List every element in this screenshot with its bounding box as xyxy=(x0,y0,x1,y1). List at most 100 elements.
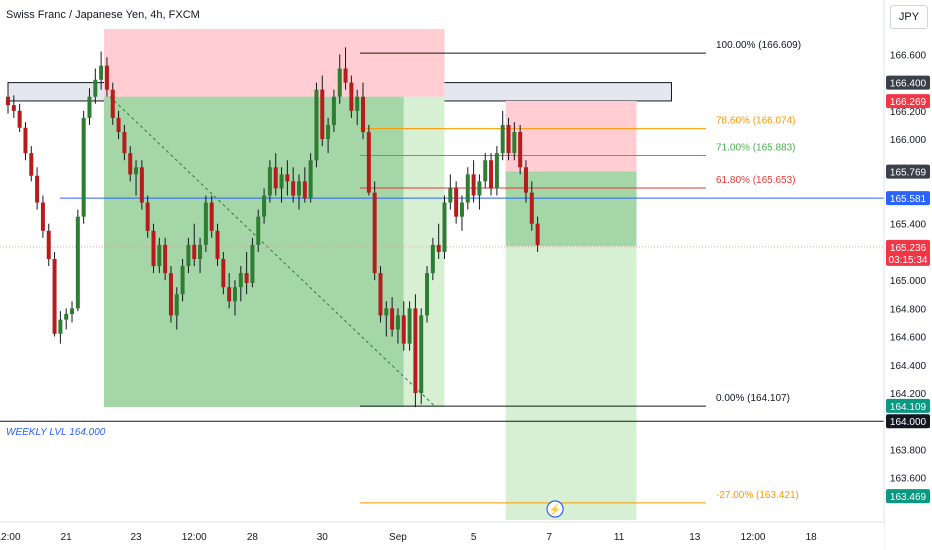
candle-body xyxy=(297,181,301,196)
candle-body xyxy=(308,160,313,199)
time-tick-label: 12:00 xyxy=(0,532,21,543)
price-tick-label: 163.600 xyxy=(890,474,927,485)
candle xyxy=(128,146,133,182)
weekly-level-label: WEEKLY LVL 164.000 xyxy=(6,427,106,438)
candle-body xyxy=(326,124,331,140)
price-badge-label: 166.400 xyxy=(890,79,927,90)
candle-body xyxy=(395,315,400,330)
candle-body xyxy=(215,230,220,259)
candle xyxy=(70,301,75,323)
light-green-zone xyxy=(403,96,445,408)
candle-body xyxy=(448,188,453,203)
candle-body xyxy=(361,96,366,132)
candle xyxy=(122,124,127,161)
time-tick-label: 11 xyxy=(614,532,625,543)
price-tick-label: 164.400 xyxy=(890,361,927,372)
fib-level-label: 71.00% (165.883) xyxy=(716,143,796,154)
time-tick-label: 28 xyxy=(247,532,259,543)
price-badge-label: 165.769 xyxy=(890,168,927,179)
candle xyxy=(512,122,517,161)
price-tick-label: 166.200 xyxy=(890,107,927,118)
candle-body xyxy=(523,167,528,193)
candle-body xyxy=(157,244,162,267)
candle xyxy=(93,68,98,104)
candle-body xyxy=(494,153,499,189)
level-lines: 100.00% (166.609) 78.60% (166.074) 71.00% … xyxy=(0,40,884,504)
time-tick-label: 18 xyxy=(806,532,818,543)
candle xyxy=(361,82,366,140)
candle xyxy=(308,153,313,203)
candle xyxy=(285,160,290,196)
lightning-icon-glyph: ⚡ xyxy=(549,503,561,516)
fib-level-label: -27.00% (163.421) xyxy=(716,490,799,501)
candle xyxy=(75,209,80,312)
candle-body xyxy=(163,244,168,274)
candle-body xyxy=(302,181,307,199)
candle-body xyxy=(70,308,75,315)
candle-body xyxy=(256,216,261,245)
candle xyxy=(279,167,284,203)
candle-body xyxy=(116,117,121,132)
price-badge-label: 164.109 xyxy=(890,402,927,413)
candle-body xyxy=(209,202,214,231)
candle-body xyxy=(331,96,336,125)
candle-body xyxy=(273,167,278,189)
candle xyxy=(436,223,441,259)
candle-body xyxy=(489,160,494,189)
candle xyxy=(244,251,249,295)
candle-body xyxy=(64,314,69,320)
candle-body xyxy=(518,131,523,168)
time-tick-label: 23 xyxy=(130,532,142,543)
candle xyxy=(157,237,162,274)
fib-level-label: 78.60% (166.074) xyxy=(716,116,796,127)
candle-body xyxy=(110,89,115,118)
candle-body xyxy=(151,230,156,267)
price-badge xyxy=(886,75,930,90)
candle-body xyxy=(81,117,86,217)
candle xyxy=(326,117,331,154)
price-tick-label: 164.200 xyxy=(890,389,927,400)
candle xyxy=(40,195,45,238)
candle xyxy=(500,110,505,161)
candle xyxy=(262,188,267,224)
candle xyxy=(291,167,296,203)
candle-body xyxy=(203,202,208,245)
candle-body xyxy=(279,174,284,189)
candle xyxy=(17,103,22,132)
time-tick-label: 7 xyxy=(546,532,552,543)
candle xyxy=(337,54,342,104)
candle-body xyxy=(75,216,80,309)
currency-button[interactable]: JPY xyxy=(890,5,928,29)
price-badge-label: 165.236 xyxy=(890,243,927,254)
candle xyxy=(314,82,319,168)
candle xyxy=(395,308,400,344)
price-badge-label: 163.469 xyxy=(890,492,927,503)
candle xyxy=(320,75,325,147)
candle xyxy=(302,167,307,203)
candle-body xyxy=(291,181,296,196)
candle-body xyxy=(366,131,371,193)
candle-body xyxy=(500,124,505,154)
candle-body xyxy=(529,192,534,224)
candle xyxy=(471,160,476,203)
candle xyxy=(477,174,482,210)
candle-body xyxy=(512,131,517,154)
candle xyxy=(151,223,156,274)
candle-body xyxy=(40,202,45,231)
price-badge xyxy=(886,164,930,179)
candle xyxy=(378,266,383,323)
candle xyxy=(448,174,453,210)
candle xyxy=(465,167,470,210)
time-axis: 12:00 21 23 12:00 28 30 Sep 5 7 11 13 12:00 18 ⚡ xyxy=(0,500,884,550)
candle xyxy=(238,266,243,302)
candle xyxy=(390,297,395,337)
light-green-zone xyxy=(505,246,637,520)
candle-body xyxy=(314,89,319,161)
candle xyxy=(442,195,447,259)
candle xyxy=(489,153,494,196)
candle xyxy=(81,110,86,224)
price-tick-label: 166.600 xyxy=(890,50,927,61)
candle-body xyxy=(238,273,243,288)
candle-body xyxy=(168,273,173,316)
